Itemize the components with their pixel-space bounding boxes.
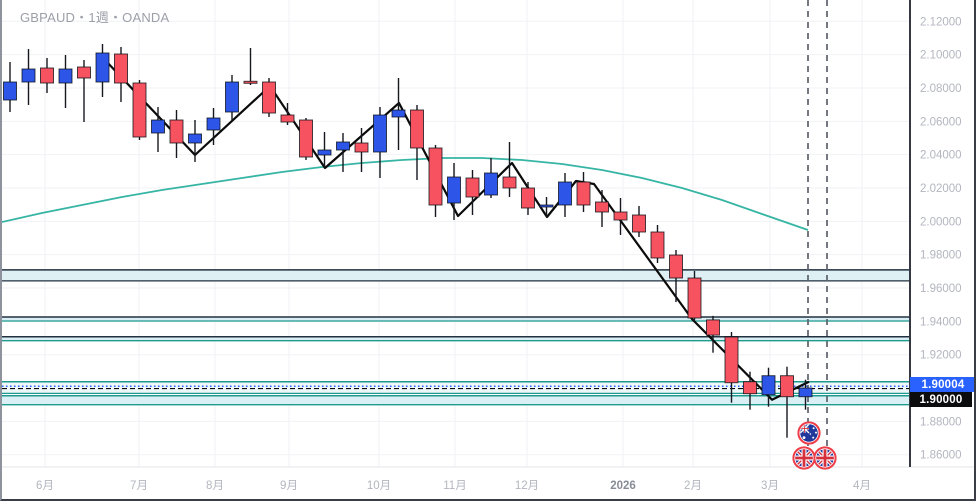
candle: [3, 81, 17, 101]
candle: [77, 66, 91, 79]
current-price-badge: 1.90004: [910, 377, 974, 392]
ma-line[interactable]: [2, 157, 809, 231]
candle: [40, 67, 54, 84]
candle: [114, 53, 128, 84]
uk-flag-icon-2[interactable]: [813, 446, 837, 470]
candle: [169, 119, 184, 144]
candle: [650, 231, 665, 259]
symbol-title[interactable]: GBPAUD・1週・OANDA: [20, 10, 170, 25]
price-axis-label: 2.02000: [920, 183, 962, 195]
price-axis-label: 1.94000: [920, 316, 962, 328]
candle: [484, 172, 498, 196]
uk-flag-icon-1[interactable]: [792, 446, 816, 470]
candle: [225, 81, 239, 113]
price-axis-label: 2.12000: [920, 16, 962, 28]
candle: [595, 201, 609, 213]
australia-flag-icon[interactable]: [797, 421, 821, 445]
candle: [243, 80, 258, 84]
candle: [613, 211, 628, 221]
price-axis-label: 1.98000: [920, 250, 962, 262]
candle: [576, 181, 591, 206]
time-axis-label: 8月: [206, 480, 224, 492]
candle: [761, 375, 776, 396]
zigzag-trend-line[interactable]: [104, 59, 810, 401]
candle: [465, 177, 480, 198]
candle: [151, 119, 165, 134]
candle: [354, 142, 369, 153]
time-axis-label: 9月: [280, 480, 298, 492]
time-axis-label: 12月: [515, 480, 539, 492]
candle: [188, 133, 202, 144]
price-axis-label: 2.08000: [920, 83, 962, 95]
time-axis-label: 10月: [367, 480, 391, 492]
candle: [132, 82, 147, 138]
candle: [780, 375, 794, 398]
candle: [743, 381, 757, 395]
price-axis-label: 1.88000: [920, 416, 962, 428]
price-zone[interactable]: [2, 269, 910, 282]
price-axis-label: 1.86000: [920, 450, 962, 462]
price-zone[interactable]: [2, 394, 910, 406]
price-axis-label: 2.06000: [920, 116, 962, 128]
price-axis-label: 2.00000: [920, 216, 962, 228]
candle: [95, 52, 110, 83]
price-axis-label: 2.10000: [920, 50, 962, 62]
level-price-badge: 1.90000: [910, 392, 972, 407]
candle: [669, 254, 683, 279]
price-axis-label: 1.92000: [920, 350, 962, 362]
candle: [558, 181, 572, 206]
time-axis-label: 4月: [853, 480, 871, 492]
candle: [206, 117, 221, 131]
candle: [539, 204, 554, 208]
time-axis-label: 2月: [684, 480, 702, 492]
candle: [521, 187, 535, 209]
candle: [391, 109, 406, 118]
time-axis-label: 3月: [761, 480, 779, 492]
candle: [317, 149, 332, 156]
candle: [410, 109, 424, 149]
candle: [447, 176, 461, 204]
candle: [373, 114, 387, 153]
price-zone[interactable]: [2, 316, 910, 322]
candles[interactable]: [3, 44, 813, 438]
candle: [58, 68, 73, 84]
candle: [706, 319, 720, 336]
candle: [724, 336, 739, 384]
candle: [21, 68, 36, 83]
candle: [502, 176, 517, 189]
candle: [262, 81, 276, 114]
candle: [687, 277, 702, 319]
candle: [632, 214, 646, 233]
price-axis-label: 1.96000: [920, 283, 962, 295]
candle: [299, 119, 313, 158]
candle: [428, 147, 443, 206]
candle: [336, 141, 350, 151]
price-axis-label: 2.04000: [920, 150, 962, 162]
time-axis-label: 11月: [443, 480, 466, 492]
price-zone[interactable]: [2, 380, 910, 395]
candle: [280, 114, 295, 123]
candle: [798, 387, 813, 398]
time-axis-label: 6月: [36, 480, 54, 492]
time-axis-label: 7月: [130, 480, 148, 492]
price-zone[interactable]: [2, 335, 910, 342]
time-axis-label: 2026: [610, 480, 636, 492]
